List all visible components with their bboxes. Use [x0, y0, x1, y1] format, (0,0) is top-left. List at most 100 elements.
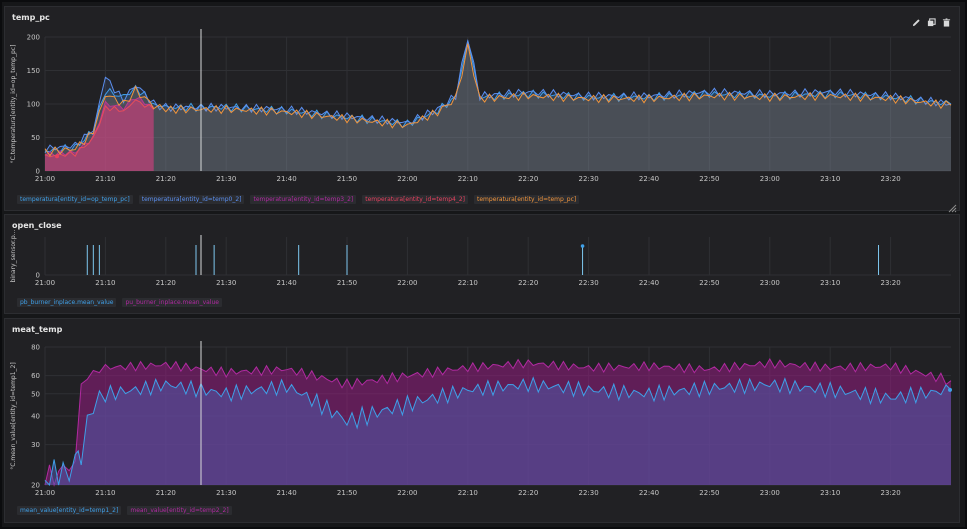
x-tick-label: 21:00	[35, 279, 55, 287]
series-line[interactable]	[44, 357, 952, 487]
meat-temp-chart[interactable]: 21:00 21:10 21:20 21:30 21:40 21:50 22:00 22:10…	[5, 319, 961, 524]
x-tick-label: 22:30	[579, 175, 599, 183]
panel-title[interactable]: meat_temp	[12, 325, 63, 334]
edit-icon[interactable]	[912, 12, 921, 27]
x-tick-label: 22:00	[397, 489, 417, 497]
series-area	[45, 40, 951, 171]
x-tick-label: 22:10	[458, 279, 478, 287]
legend-item[interactable]: mean_value[entity_id=temp2_2]	[127, 506, 232, 515]
y-tick-label: 40	[31, 413, 40, 421]
legend-item[interactable]: temperatura[entity_id=temp_pc]	[474, 195, 580, 204]
x-tick-label: 23:00	[760, 175, 780, 183]
x-tick-label: 22:20	[518, 489, 538, 497]
series-line[interactable]	[44, 376, 952, 487]
x-tick-label: 21:40	[277, 175, 297, 183]
x-tick-label: 21:20	[156, 489, 176, 497]
legend-item[interactable]: pu_burner_inplace.mean_value	[122, 298, 222, 307]
y-tick-label: 30	[31, 441, 40, 449]
x-tick-label: 22:30	[579, 279, 599, 287]
y-tick-label: 100	[27, 101, 40, 109]
legend: temperatura[entity_id=op_temp_pc] tempera…	[17, 195, 580, 204]
x-tick-label: 21:20	[156, 175, 176, 183]
legend-item[interactable]: pb_burner_inplace.mean_value	[17, 298, 117, 307]
open-close-chart[interactable]: 21:00 21:10 21:20 21:30 21:40 21:50 22:00 22:10…	[5, 215, 961, 315]
x-tick-label: 21:10	[95, 279, 115, 287]
x-tick-label: 22:00	[397, 279, 417, 287]
x-tick-label: 22:10	[458, 489, 478, 497]
x-tick-label: 22:50	[699, 489, 719, 497]
legend-item[interactable]: temperatura[entity_id=temp0_2]	[138, 195, 245, 204]
x-tick-label: 21:50	[337, 279, 357, 287]
x-tick-label: 23:00	[760, 489, 780, 497]
y-tick-label: 80	[31, 344, 40, 352]
x-tick-label: 21:20	[156, 279, 176, 287]
x-tick-label: 22:40	[639, 175, 659, 183]
x-tick-label: 23:10	[820, 175, 840, 183]
y-axis-label: °C.temperatura[entity_id=op_temp_pc]	[10, 45, 17, 164]
series-line[interactable]	[44, 96, 154, 157]
panel-title[interactable]: temp_pc	[12, 13, 50, 22]
y-tick-label: 0	[36, 272, 40, 280]
x-tick-label: 21:00	[35, 489, 55, 497]
x-tick-label: 22:50	[699, 279, 719, 287]
x-tick-label: 21:00	[35, 175, 55, 183]
y-tick-label: 150	[27, 67, 40, 75]
delete-icon[interactable]	[942, 12, 951, 27]
x-tick-label: 23:20	[881, 489, 901, 497]
x-tick-label: 21:40	[277, 279, 297, 287]
x-tick-label: 21:50	[337, 175, 357, 183]
panel-open-close: open_close 21:00 21:10 21:20 21:30 21:40 21:5…	[4, 214, 960, 314]
x-tick-label: 21:10	[95, 175, 115, 183]
x-tick-label: 23:10	[820, 279, 840, 287]
temp-pc-chart[interactable]: 21:00 21:10 21:20 21:30 21:40 21:50 22:00 22:10…	[5, 7, 961, 212]
y-tick-label: 60	[31, 372, 40, 380]
series-area	[45, 377, 951, 485]
legend: mean_value[entity_id=temp1_2] mean_value[…	[17, 506, 232, 515]
series-area	[45, 99, 154, 171]
x-tick-label: 22:40	[639, 489, 659, 497]
x-tick-label: 22:30	[579, 489, 599, 497]
x-tick-label: 21:30	[216, 279, 236, 287]
x-tick-label: 21:10	[95, 489, 115, 497]
panel-meat-temp: meat_temp 21:00 21:10 21:20 21:30 21:40 21:50…	[4, 318, 960, 523]
resize-handle-icon[interactable]	[947, 198, 957, 213]
y-axis-label: °C.mean_value[entity_id=temp1_2]	[10, 362, 17, 469]
x-tick-label: 21:40	[277, 489, 297, 497]
y-tick-label: 200	[27, 34, 40, 42]
series-line[interactable]	[44, 39, 952, 154]
x-tick-label: 23:20	[881, 279, 901, 287]
series-area	[45, 97, 154, 171]
series-line[interactable]	[44, 43, 952, 157]
x-tick-label: 23:10	[820, 489, 840, 497]
y-axis-label: binary_sensor.p...	[10, 230, 17, 283]
x-tick-label: 22:50	[699, 175, 719, 183]
x-tick-label: 23:20	[881, 175, 901, 183]
x-tick-label: 21:30	[216, 489, 236, 497]
panel-temp-pc: temp_pc 21:00 21:10 21:20 21:30 21:40 21:50 22…	[4, 6, 961, 213]
legend: pb_burner_inplace.mean_value pu_burner_in…	[17, 298, 222, 307]
x-tick-label: 23:00	[760, 279, 780, 287]
legend-item[interactable]: temperatura[entity_id=temp3_2]	[250, 195, 357, 204]
legend-item[interactable]: mean_value[entity_id=temp1_2]	[17, 506, 122, 515]
panel-title[interactable]: open_close	[12, 221, 62, 230]
legend-item[interactable]: temperatura[entity_id=op_temp_pc]	[17, 195, 133, 204]
series-line[interactable]	[44, 99, 155, 158]
x-tick-label: 22:20	[518, 175, 538, 183]
data-point[interactable]	[55, 154, 59, 159]
series-area	[45, 40, 951, 172]
x-tick-label: 22:00	[397, 175, 417, 183]
series-area	[45, 43, 951, 171]
y-tick-label: 50	[31, 134, 40, 142]
x-tick-label: 22:20	[518, 279, 538, 287]
duplicate-icon[interactable]	[927, 12, 936, 27]
legend-item[interactable]: temperatura[entity_id=temp4_2]	[362, 195, 469, 204]
y-tick-label: 50	[31, 390, 40, 398]
data-point[interactable]	[948, 387, 952, 392]
panel-actions	[912, 12, 951, 27]
x-tick-label: 22:40	[639, 279, 659, 287]
x-tick-label: 21:50	[337, 489, 357, 497]
data-point[interactable]	[580, 244, 585, 248]
x-tick-label: 22:10	[458, 175, 478, 183]
x-tick-label: 21:30	[216, 175, 236, 183]
y-tick-label: 20	[31, 482, 40, 490]
